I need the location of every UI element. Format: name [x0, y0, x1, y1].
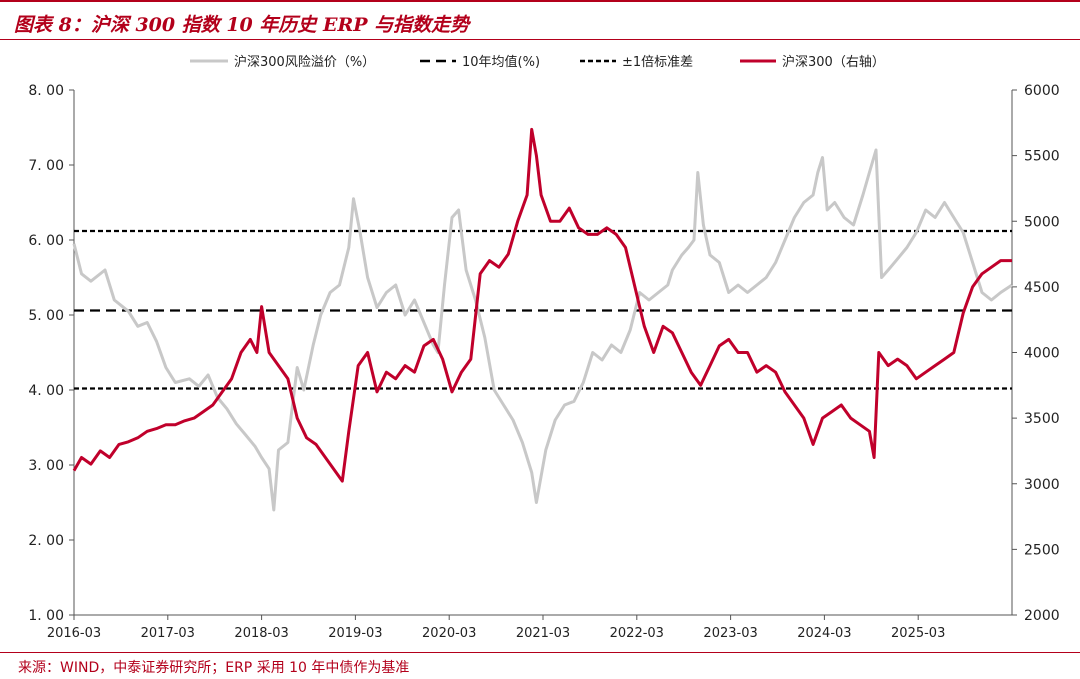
- right-tick-label: 6000: [1024, 83, 1060, 99]
- left-tick-label: 1. 00: [28, 608, 64, 624]
- left-tick-label: 5. 00: [28, 308, 64, 324]
- legend-label: 沪深300（右轴）: [782, 54, 885, 70]
- legend-label: 沪深300风险溢价（%）: [234, 54, 375, 70]
- right-tick-label: 4500: [1024, 280, 1060, 296]
- right-tick-label: 2000: [1024, 608, 1060, 624]
- x-tick-label: 2025-03: [891, 626, 945, 641]
- right-tick-label: 4000: [1024, 346, 1060, 362]
- right-y-axis: 2000 2500 3000 3500 4000 4500 5000 5500 6000: [1011, 83, 1060, 624]
- right-tick-label: 3000: [1024, 477, 1060, 493]
- x-axis: 2016-03 2017-03 2018-03 2019-03 2020-03 2021-…: [47, 614, 1012, 641]
- right-tick-label: 3500: [1024, 411, 1060, 427]
- x-tick-label: 2017-03: [141, 626, 195, 641]
- right-tick-label: 5500: [1024, 149, 1060, 165]
- figure-title: 图表 8：沪深 300 指数 10 年历史 ERP 与指数走势: [14, 14, 470, 36]
- x-tick-label: 2021-03: [516, 626, 570, 641]
- x-tick-label: 2024-03: [797, 626, 851, 641]
- legend-label: ±1倍标准差: [622, 55, 693, 70]
- left-tick-label: 6. 00: [28, 233, 64, 249]
- left-y-axis: 1. 00 2. 00 3. 00 4. 00 5. 00 6. 00 7. 00 8. 00: [28, 83, 75, 624]
- x-tick-label: 2022-03: [610, 626, 664, 641]
- right-tick-label: 5000: [1024, 214, 1060, 230]
- left-tick-label: 2. 00: [28, 533, 64, 549]
- legend-label: 10年均值(%): [462, 54, 540, 70]
- left-tick-label: 8. 00: [28, 83, 64, 99]
- left-tick-label: 4. 00: [28, 383, 64, 399]
- title-bar: 图表 8：沪深 300 指数 10 年历史 ERP 与指数走势: [0, 0, 1080, 40]
- chart-legend: 沪深300风险溢价（%） 10年均值(%) ±1倍标准差 沪深300（右轴）: [190, 54, 885, 70]
- source-bar: 来源：WIND，中泰证券研究所；ERP 采用 10 年中债作为基准: [0, 652, 1080, 679]
- left-tick-label: 3. 00: [28, 458, 64, 474]
- x-tick-label: 2020-03: [422, 626, 476, 641]
- index-series-line: [72, 127, 1012, 483]
- x-tick-label: 2019-03: [328, 626, 382, 641]
- x-tick-label: 2018-03: [234, 626, 288, 641]
- left-tick-label: 7. 00: [28, 158, 64, 174]
- x-tick-label: 2016-03: [47, 626, 101, 641]
- plot-area: [72, 127, 1013, 512]
- right-tick-label: 2500: [1024, 542, 1060, 558]
- x-tick-label: 2023-03: [703, 626, 757, 641]
- source-note: 来源：WIND，中泰证券研究所；ERP 采用 10 年中债作为基准: [18, 660, 410, 676]
- erp-series-line: [72, 148, 1013, 512]
